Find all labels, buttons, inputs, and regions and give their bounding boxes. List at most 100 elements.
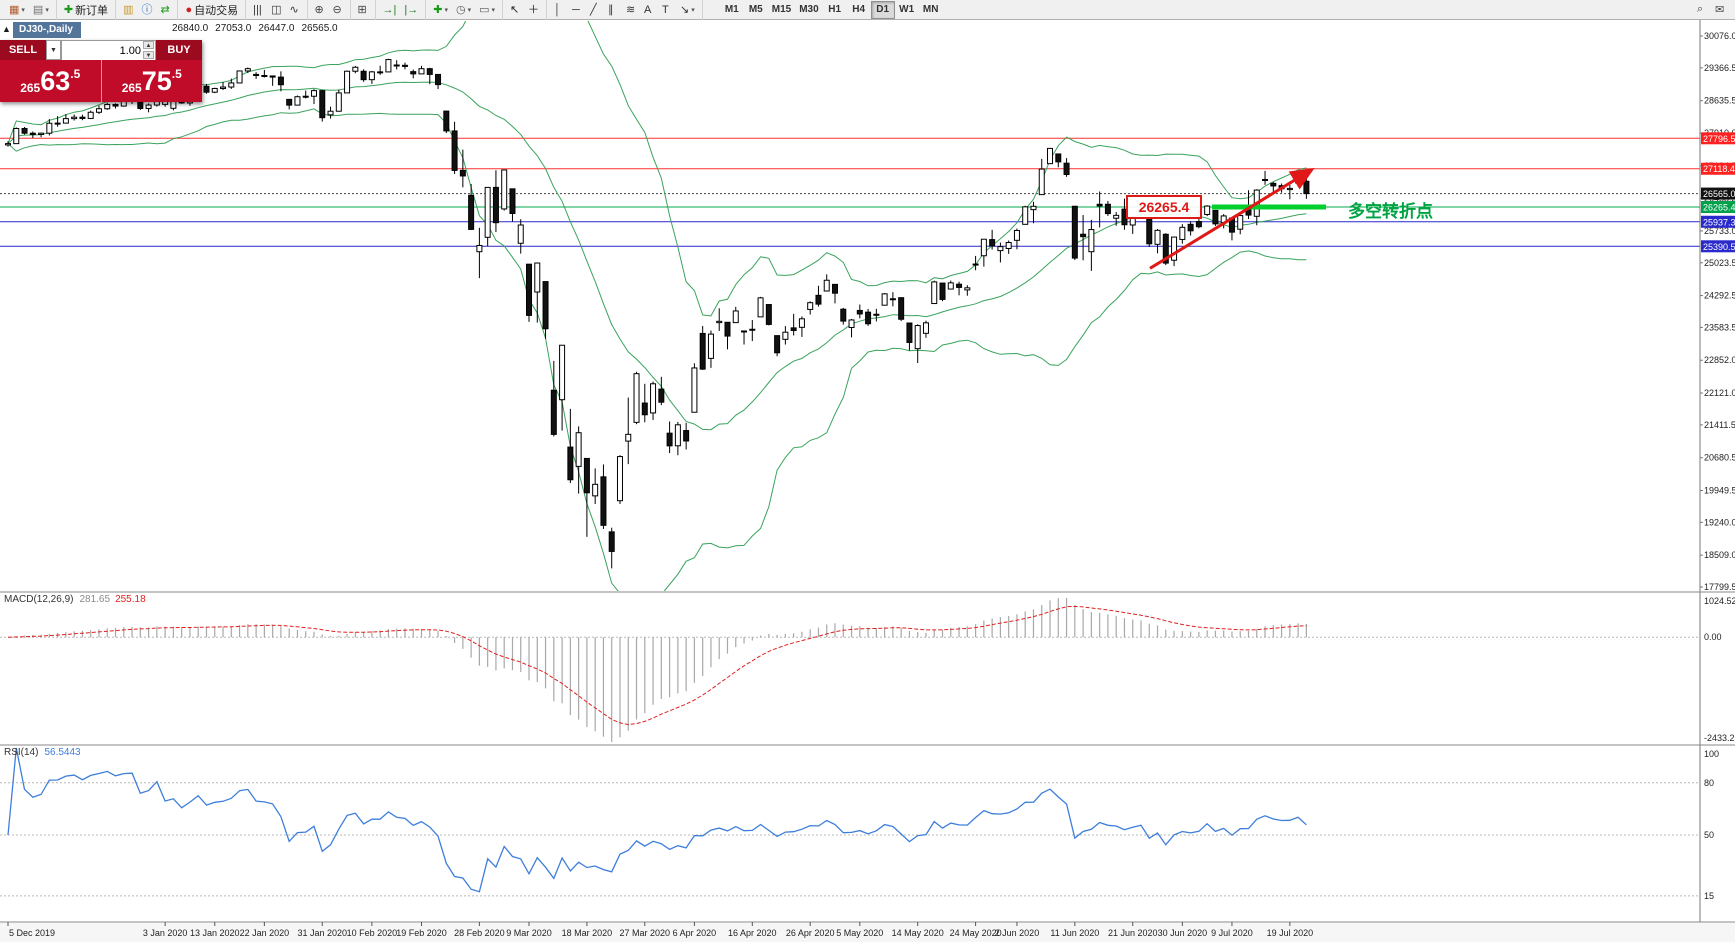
timeframe-h4-button[interactable]: H4 (847, 1, 871, 19)
timeframe-m1-button[interactable]: M1 (720, 1, 744, 19)
profiles-button[interactable]: ▤ ▾ (29, 1, 53, 19)
svg-text:-2433.25: -2433.25 (1704, 733, 1735, 743)
svg-text:15: 15 (1704, 891, 1714, 901)
new-chart-button[interactable]: ▦ ▾ (5, 1, 29, 19)
timeframe-toolbar: M1 M5 M15 M30 H1 H4 D1 W1 MN (717, 0, 946, 20)
svg-text:9 Jul 2020: 9 Jul 2020 (1211, 928, 1253, 938)
rsi-indicator-label: RSI(14) 56.5443 (4, 747, 81, 758)
rsi-line (7, 747, 1307, 893)
refresh-button[interactable]: ⇄ (156, 1, 174, 19)
svg-text:22852.0: 22852.0 (1704, 355, 1735, 365)
svg-text:10 Feb 2020: 10 Feb 2020 (347, 928, 398, 938)
ask-fraction: .5 (171, 67, 182, 81)
data-window-button[interactable]: ⓘ (137, 1, 156, 19)
candlestick-chart-button[interactable]: ◫ (267, 1, 285, 19)
symbol-period-label: DJ30-,Daily (19, 24, 73, 35)
new-order-button[interactable]: ✚ 新订单 (60, 1, 112, 19)
cursor-group: ↖ ＋ (503, 0, 548, 20)
equidistant-channel-button[interactable]: ∥ (604, 1, 622, 19)
chart-background (0, 20, 1735, 942)
zoom-out-button[interactable]: ⊖ (329, 1, 347, 19)
sell-button[interactable]: SELL (0, 40, 46, 60)
auto-trading-button[interactable]: ● 自动交易 (181, 1, 242, 19)
bollinger-lower (7, 108, 1307, 591)
ohlc-readout: 26840.0 27053.0 26447.0 26565.0 (172, 23, 345, 34)
svg-text:100: 100 (1704, 749, 1719, 759)
market-watch-button[interactable]: ▥ (119, 1, 137, 19)
ask-price[interactable]: 265 75.5 (100, 60, 203, 102)
panel-toggle-icon: ▲ (2, 24, 11, 34)
buy-button[interactable]: BUY (156, 40, 202, 60)
lot-spin-up-button[interactable]: ▲ (143, 41, 154, 49)
timeframe-h1-button[interactable]: H1 (823, 1, 847, 19)
timeframe-w1-button[interactable]: W1 (895, 1, 919, 19)
trendline-button[interactable]: ╱ (586, 1, 604, 19)
tile-windows-button[interactable]: ⊞ (354, 1, 372, 19)
svg-text:18 Mar 2020: 18 Mar 2020 (562, 928, 613, 938)
templates-button[interactable]: ▭ ▾ (475, 1, 499, 19)
auto-scroll-button[interactable]: →| (379, 1, 401, 19)
lot-spin-down-button[interactable]: ▼ (143, 51, 154, 59)
cursor-button[interactable]: ↖ (506, 1, 524, 19)
periods-icon: ◷ (455, 3, 466, 16)
equidistant-channel-icon: ∥ (608, 3, 614, 16)
svg-text:30 Jun 2020: 30 Jun 2020 (1158, 928, 1208, 938)
arrows-button[interactable]: ↘ ▾ (676, 1, 699, 19)
chart-shift-button[interactable]: |→ (400, 1, 422, 19)
svg-text:27 Mar 2020: 27 Mar 2020 (620, 928, 671, 938)
search-button[interactable]: ⌕ (1693, 1, 1711, 19)
crosshair-button[interactable]: ＋ (524, 1, 543, 19)
lot-size-input[interactable] (62, 42, 155, 60)
turning-point-annotation[interactable]: 多空转折点 (1348, 202, 1433, 221)
chevron-down-icon: ▾ (21, 6, 25, 14)
svg-text:14 May 2020: 14 May 2020 (892, 928, 944, 938)
bar-chart-button[interactable]: ||| (249, 1, 267, 19)
one-click-panel-toggle[interactable]: ▲ (2, 24, 11, 34)
periods-button[interactable]: ◷ ▾ (452, 1, 475, 19)
new-chart-icon: ▦ (9, 3, 20, 16)
svg-text:6 Apr 2020: 6 Apr 2020 (673, 928, 717, 938)
text-button[interactable]: A (640, 1, 658, 19)
date-axis-background (0, 923, 1735, 942)
rsi-axis-labels: 100 80 50 15 (1704, 749, 1719, 901)
main-toolbar: ▦ ▾ ▤ ▾ ✚ 新订单 ▥ ⓘ ⇄ ● 自动交易 ||| ◫ ∿ ⊕ ⊖ ⊞ →| |→ ✚ ▾ ◷ ▾ ▭ ▾ ↖ ＋ │ ─ ╱ ∥… (0, 0, 1735, 20)
horizontal-line-button[interactable]: ─ (568, 1, 586, 19)
bid-price[interactable]: 265 63.5 (0, 60, 101, 102)
chat-button[interactable]: ✉ (1711, 1, 1729, 19)
zoom-in-button[interactable]: ⊕ (311, 1, 329, 19)
candles-layer (5, 58, 1310, 569)
scroll-group: →| |→ (376, 0, 427, 20)
svg-text:22 Jan 2020: 22 Jan 2020 (240, 928, 290, 938)
fibonacci-button[interactable]: ≋ (622, 1, 640, 19)
chevron-down-icon: ▾ (491, 6, 496, 14)
text-label-icon: T (662, 3, 669, 16)
timeframe-mn-button[interactable]: MN (919, 1, 943, 19)
macd-signal-line (7, 605, 1307, 726)
svg-text:27796.5: 27796.5 (1703, 134, 1735, 144)
svg-text:24 May 2020: 24 May 2020 (950, 928, 1002, 938)
svg-text:0.00: 0.00 (1704, 632, 1722, 642)
svg-text:20680.5: 20680.5 (1704, 453, 1735, 463)
svg-text:26 Apr 2020: 26 Apr 2020 (786, 928, 835, 938)
price-annotation-box[interactable]: 26265.4 (1126, 195, 1202, 219)
spin-down-icon: ▼ (145, 53, 152, 59)
vertical-line-button[interactable]: │ (550, 1, 568, 19)
indicators-button[interactable]: ✚ ▾ (429, 1, 452, 19)
line-chart-button[interactable]: ∿ (286, 1, 304, 19)
timeframe-m15-button[interactable]: M15 (768, 1, 795, 19)
lot-presets-button[interactable]: ▼ (46, 40, 61, 60)
chevron-down-icon: ▾ (691, 6, 695, 14)
spin-up-icon: ▲ (145, 43, 152, 49)
ask-big-digits: 75 (141, 66, 172, 96)
horizontal-level-lines[interactable] (0, 137, 1700, 247)
svg-text:25937.3: 25937.3 (1703, 217, 1735, 227)
trend-arrow-line[interactable] (1149, 168, 1315, 270)
autotrading-group: ● 自动交易 (178, 0, 247, 20)
timeframe-m30-button[interactable]: M30 (795, 1, 822, 19)
timeframe-d1-button[interactable]: D1 (870, 0, 895, 19)
timeframe-m5-button[interactable]: M5 (744, 1, 768, 19)
text-label-button[interactable]: T (658, 1, 676, 19)
rsi-name: RSI(14) (4, 747, 39, 758)
